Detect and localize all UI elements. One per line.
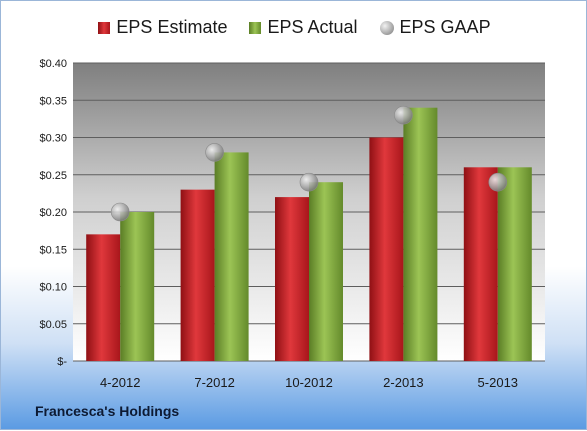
y-tick-label: $0.05 (39, 319, 67, 331)
bars (86, 107, 532, 361)
legend-item-eps-gaap: EPS GAAP (379, 17, 491, 38)
x-tick-label: 7-2012 (194, 375, 234, 390)
gaap-marker (488, 172, 508, 192)
actual-bar (120, 212, 155, 361)
legend-item-eps-actual: EPS Actual (249, 17, 358, 38)
x-tick-label: 2-2013 (383, 375, 423, 390)
y-tick-label: $0.35 (39, 95, 67, 107)
y-tick-label: $0.40 (39, 58, 67, 70)
gaap-marker (299, 172, 319, 192)
gaap-marker (205, 143, 224, 162)
estimate-bar (369, 137, 404, 361)
estimate-bar (180, 189, 215, 361)
legend-swatch-actual (249, 21, 262, 34)
y-axis: $- $0.05 $0.10 $0.15 $0.20 $0.25 $0.30 $0.35 $0.… (39, 58, 67, 368)
legend: EPS Estimate EPS Actual EPS GAAP (1, 17, 587, 38)
y-tick-label: $0.15 (39, 244, 67, 256)
estimate-bar (275, 197, 309, 361)
x-tick-label: 5-2013 (478, 375, 518, 390)
y-tick-label: $0.25 (39, 170, 67, 182)
gaap-marker (394, 105, 413, 125)
legend-swatch-gaap (379, 20, 394, 35)
x-tick-label: 4-2012 (100, 375, 140, 390)
y-tick-label: $0.20 (39, 207, 67, 219)
legend-label-actual: EPS Actual (267, 17, 358, 37)
y-tick-label: $0.10 (39, 282, 67, 294)
legend-label-estimate: EPS Estimate (116, 17, 228, 37)
x-tick-label: 10-2012 (285, 375, 333, 390)
x-axis: 4-2012 7-2012 10-2012 2-2013 5-2013 (100, 375, 518, 390)
actual-bar (214, 152, 249, 361)
legend-item-eps-estimate: EPS Estimate (98, 17, 227, 38)
y-tick-label: $0.30 (39, 133, 67, 145)
gaap-marker (110, 202, 130, 222)
legend-label-gaap: EPS GAAP (399, 17, 491, 37)
estimate-bar (463, 167, 498, 361)
company-label: Francesca's Holdings (35, 403, 180, 419)
actual-bar (309, 182, 343, 361)
actual-bar (497, 167, 532, 361)
estimate-bar (86, 234, 121, 361)
gaap-markers (110, 105, 508, 222)
actual-bar (403, 107, 438, 361)
legend-swatch-estimate (98, 21, 111, 34)
y-tick-label: $- (57, 356, 67, 368)
